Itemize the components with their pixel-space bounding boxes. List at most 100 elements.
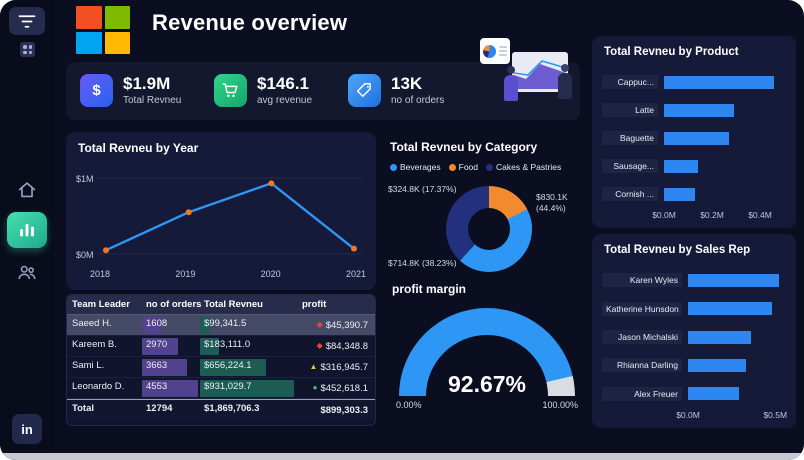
table-body: Saeed H. 1608 $99,341.5 ◆ $45,390.7 Kareem B.… [67,315,375,421]
table-row[interactable]: Saeed H. 1608 $99,341.5 ◆ $45,390.7 [67,315,375,336]
bar-category-label: Katherine Hunsdon [602,301,682,316]
kpi-label: no of orders [391,94,445,106]
column-header[interactable]: profit [302,299,327,310]
nav-customers[interactable] [7,254,47,290]
bar-track [664,75,784,89]
donut-chart[interactable] [446,186,532,272]
revenue-by-salesrep-chart: Total Revneu by Sales Rep Karen Wyles Kat… [592,234,796,428]
legend: Beverages Food Cakes & Pastries [390,162,561,172]
team-leader-table: Team Leader no of orders Total Revneu profi… [66,294,376,426]
chart-title: Total Revneu by Category [390,140,538,154]
logo-square-green [104,6,130,29]
bar[interactable] [688,387,739,401]
bar-row: Katherine Hunsdon [602,294,784,322]
bar[interactable] [688,273,779,287]
cell-team-leader: Kareem B. [72,339,117,350]
revenue-by-year-chart[interactable]: Total Revneu by Year $1M $0M 2018 2019 202… [66,132,376,290]
cell-orders: 3663 [141,357,199,377]
presentation-board [512,52,568,92]
dollar-icon: $ [80,74,113,107]
bar-chart: Cappuc... Latte Baguette Sausage... Cornish … [602,68,784,222]
diamond-indicator-icon: ◆ [316,341,323,350]
legend-item[interactable]: Cakes & Pastries [486,162,561,172]
orders-data-bar [142,358,187,376]
circle-indicator-icon: ● [312,383,318,392]
bar-track [688,330,784,344]
orders-data-bar [142,379,198,397]
cell-value: 1608 [146,318,168,329]
table-header: Team Leader no of orders Total Revneu profi… [67,295,375,315]
column-header[interactable]: no of orders [146,299,202,310]
slice-label: $714.8K (38.23%) [388,258,457,268]
kpi-orders: 13K no of orders [348,74,444,107]
filter-button[interactable] [9,7,45,35]
legend-dot-icon [390,163,397,171]
bar[interactable] [664,75,775,89]
menu-grid-icon[interactable] [20,42,35,57]
bar-category-label: Sausage... [602,159,658,173]
legend-label: Cakes & Pastries [496,162,562,172]
cell-value: $931,029.7 [204,381,252,392]
nav-home[interactable] [7,172,47,208]
bar-track [688,273,784,287]
linkedin-button[interactable]: in [12,414,42,444]
cell-value: $316,945.7 [320,361,368,373]
linkedin-icon: in [21,421,33,437]
bar-row: Rhianna Darling [602,351,784,379]
diamond-indicator-icon: ◆ [316,320,323,329]
page-title: Revenue overview [152,10,348,35]
cell-orders: 12794 [146,403,173,414]
kpi-strip: $ $1.9M Total Revneu $146.1 avg revenue [66,38,580,120]
bar-track [688,387,784,401]
people-icon [18,265,36,280]
kpi-value: $1.9M [123,74,171,94]
home-icon [18,182,36,198]
column-header[interactable]: Total Revneu [204,299,263,310]
profit-margin-gauge: profit margin 92.67% 0.00% 100.00% [388,282,586,428]
cell-team-leader: Leonardo D. [72,381,125,392]
cell-team-leader: Sami L. [72,360,105,371]
revenue-by-category-chart: Total Revneu by Category Beverages Food Ca… [388,140,586,278]
bar[interactable] [688,302,772,316]
chart-title: Total Revneu by Year [78,141,199,155]
table-row[interactable]: Sami L. 3663 $656,224.1 ▲ $316,945.7 [67,357,375,378]
kpi-avg-revenue: $146.1 avg revenue [214,74,312,107]
gauge-axis: 0.00% 100.00% [396,400,578,410]
tag-icon [348,74,381,107]
cell-value: $452,618.1 [320,382,368,394]
nav-reports-active[interactable] [7,212,47,248]
bar-chart: Karen Wyles Katherine Hunsdon Jason Michal… [602,266,787,422]
logo-square-blue [76,31,102,54]
legend-item[interactable]: Beverages [390,162,441,172]
table-row[interactable]: Leonardo D. 4553 $931,029.7 ● $452,618.1 [67,378,375,399]
gauge-max-label: 100.00% [542,400,578,410]
kpi-value: $146.1 [257,74,309,94]
bar[interactable] [688,330,751,344]
gauge-value: 92.67% [447,371,526,396]
legend-label: Food [458,162,479,172]
bar[interactable] [664,131,729,145]
legend-item[interactable]: Food [448,162,479,172]
sidebar: in [0,0,54,460]
cell-orders: 1608 [141,315,199,335]
column-header[interactable]: Team Leader [72,299,130,310]
table-row[interactable]: Kareem B. 2970 $183,111.0 ◆ $84,348.8 [67,336,375,357]
illustration [480,38,576,120]
bar-row: Latte [602,96,784,124]
bar[interactable] [664,103,734,117]
bar-row: Baguette [602,124,784,152]
gauge[interactable]: 92.67% [399,308,575,396]
bar-category-label: Baguette [602,131,658,145]
bar-category-label: Jason Michalski [602,330,682,345]
bar[interactable] [688,358,746,372]
cell-orders: 4553 [141,378,199,398]
bar-track [664,131,784,145]
x-axis: $0.0M $0.2M $0.4M [602,208,784,222]
bar[interactable] [664,187,696,201]
bar-category-label: Karen Wyles [602,273,682,288]
x-tick-label: $0.2M [700,210,724,220]
window-bottom-edge [0,453,804,460]
cell-profit: $899,303.3 [320,405,368,416]
bar[interactable] [664,159,698,173]
bar-category-label: Cornish ... [602,187,658,201]
